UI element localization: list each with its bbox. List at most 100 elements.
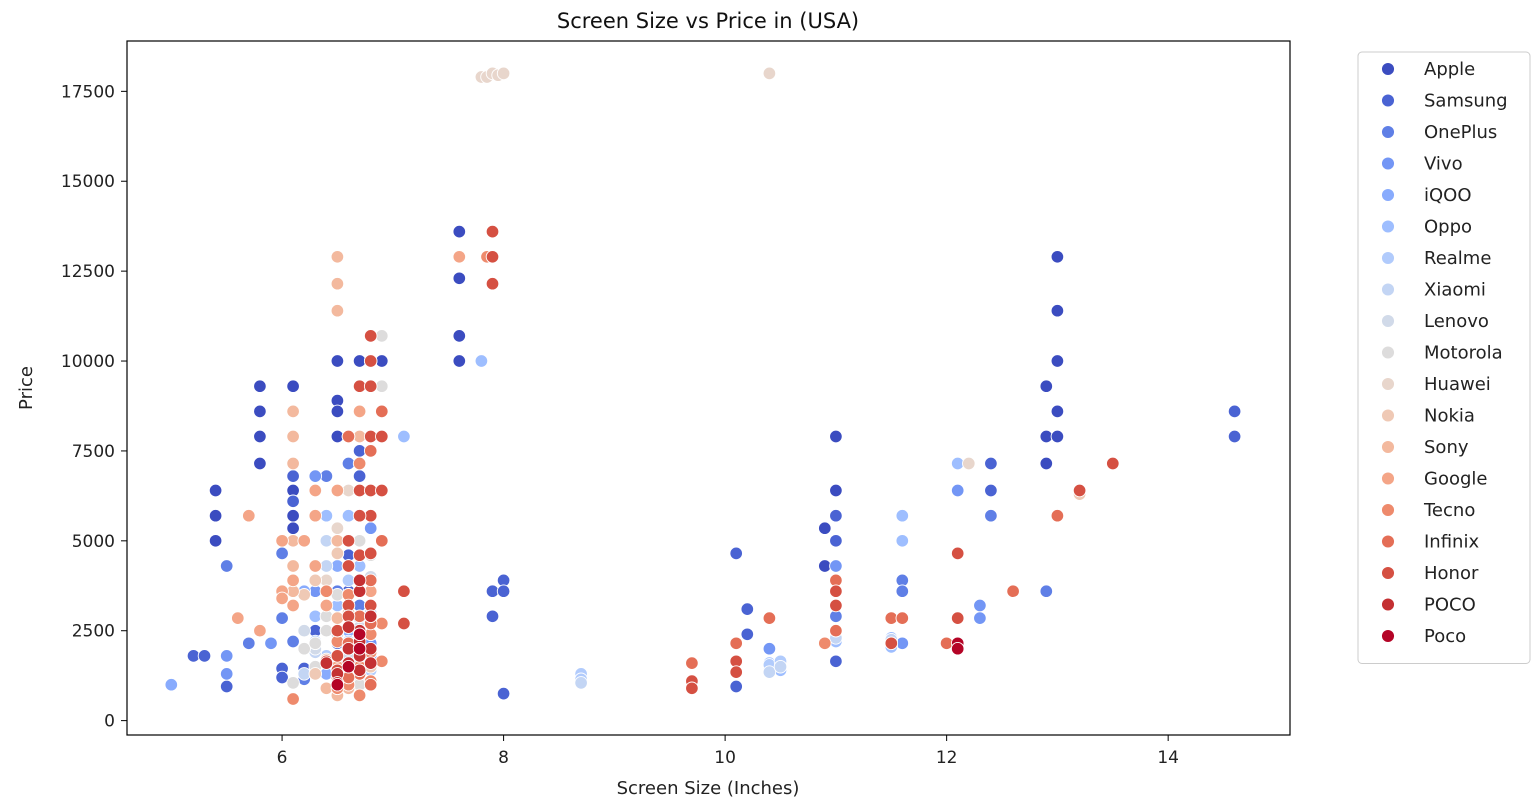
legend-box <box>1357 51 1531 664</box>
legend-label: Vivo <box>1424 154 1463 175</box>
legend-item-motorola: Motorola <box>1381 343 1503 364</box>
legend-item-google: Google <box>1381 469 1487 490</box>
data-point <box>231 611 245 625</box>
data-point <box>341 534 356 548</box>
data-point <box>253 404 267 419</box>
legend-marker <box>1381 62 1395 76</box>
data-point <box>219 667 234 681</box>
data-point <box>330 521 345 535</box>
legend-marker <box>1381 597 1395 612</box>
legend-marker <box>1381 125 1395 139</box>
legend-marker <box>1381 629 1395 643</box>
data-point <box>950 483 965 498</box>
data-point <box>1050 354 1065 368</box>
data-point <box>319 598 334 613</box>
data-point <box>829 483 843 498</box>
data-point <box>829 534 843 548</box>
data-point <box>253 623 267 638</box>
data-point <box>352 404 367 419</box>
data-point <box>1039 379 1054 393</box>
data-point <box>1106 456 1120 471</box>
legend-marker <box>1381 377 1395 391</box>
data-point <box>895 508 910 523</box>
legend-item-oneplus: OnePlus <box>1381 122 1497 143</box>
data-point <box>286 379 300 393</box>
data-point <box>286 494 300 509</box>
data-point <box>895 534 910 548</box>
legend-marker <box>1381 93 1395 108</box>
legend-marker <box>1381 282 1395 297</box>
legend-item-poco: Poco <box>1381 626 1466 647</box>
data-point <box>363 609 378 624</box>
data-point <box>352 627 367 642</box>
data-point <box>352 508 367 523</box>
legend-label: Sony <box>1424 437 1469 458</box>
data-point <box>973 611 987 625</box>
legend-label: POCO <box>1424 595 1476 616</box>
legend-label: Motorola <box>1424 343 1503 364</box>
data-point <box>297 623 311 638</box>
legend-marker <box>1381 314 1395 328</box>
data-point <box>330 649 345 663</box>
data-point <box>208 534 223 548</box>
data-point <box>164 677 179 692</box>
x-tick-label: 6 <box>277 748 288 768</box>
data-point <box>496 584 511 598</box>
data-point <box>829 584 843 598</box>
data-point <box>762 641 777 656</box>
data-point <box>275 546 289 561</box>
data-point <box>818 521 832 535</box>
legend-marker <box>1381 219 1395 234</box>
data-point <box>452 354 467 368</box>
data-point <box>275 591 289 606</box>
data-point <box>286 456 300 471</box>
data-point <box>829 559 843 573</box>
data-point <box>286 634 300 649</box>
data-point <box>330 677 345 692</box>
data-point <box>452 271 467 286</box>
data-point <box>818 636 832 651</box>
x-axis-label: Screen Size (Inches) <box>617 778 800 799</box>
legend-item-lenovo: Lenovo <box>1381 311 1489 332</box>
data-point <box>984 508 998 523</box>
data-point <box>297 534 311 548</box>
data-point <box>485 224 500 239</box>
data-point <box>474 354 489 368</box>
legend-label: Huawei <box>1424 374 1491 395</box>
data-point <box>308 636 323 651</box>
data-point <box>895 611 910 625</box>
data-point <box>330 404 345 419</box>
data-point <box>341 620 356 634</box>
data-point <box>208 508 223 523</box>
legend-item-iqoo: iQOO <box>1381 185 1472 206</box>
legend-item-huawei: Huawei <box>1381 374 1491 395</box>
y-tick-label: 5000 <box>72 532 115 552</box>
data-point <box>330 276 345 291</box>
legend-label: Oppo <box>1424 217 1472 238</box>
data-point <box>286 508 300 523</box>
legend-item-oppo: Oppo <box>1381 217 1472 238</box>
data-point <box>895 584 910 598</box>
series-honor <box>319 224 1120 696</box>
legend-item-infinix: Infinix <box>1381 532 1479 553</box>
legend-item-realme: Realme <box>1381 248 1491 269</box>
series-poco <box>330 627 965 692</box>
data-point <box>496 686 511 701</box>
y-tick-label: 7500 <box>72 442 115 462</box>
data-point <box>574 676 588 690</box>
data-point <box>341 429 356 444</box>
legend-marker <box>1381 345 1395 360</box>
legend-label: Honor <box>1424 563 1479 584</box>
data-point <box>485 250 500 264</box>
data-point <box>363 444 378 458</box>
data-point <box>330 250 345 264</box>
data-point <box>397 584 411 598</box>
data-point <box>363 329 378 343</box>
data-point <box>1039 584 1054 598</box>
legend-item-honor: Honor <box>1381 563 1479 584</box>
y-tick-label: 2500 <box>72 622 115 642</box>
y-axis-ticks: 0 2500 5000 7500 10000 12500 15000 17500 <box>61 82 127 732</box>
legend-label: Lenovo <box>1424 311 1489 332</box>
data-point <box>762 665 777 679</box>
